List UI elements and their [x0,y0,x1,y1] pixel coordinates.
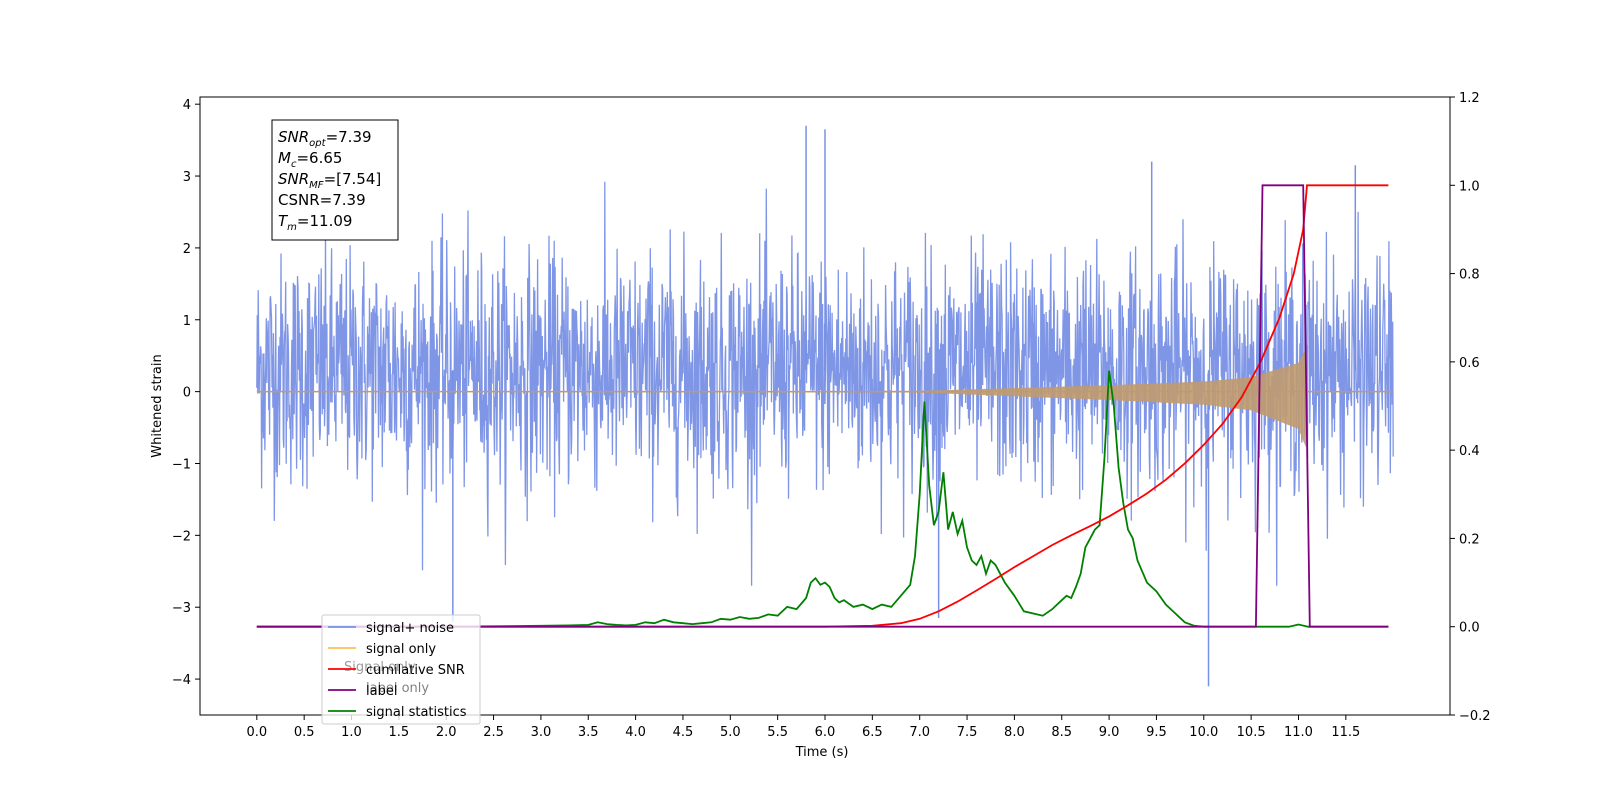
series-signal-noise [256,181,1394,586]
x-tick-label: 10.0 [1189,725,1218,740]
x-tick-label: 1.0 [341,725,362,740]
y-right-tick-label: 0.2 [1459,532,1480,547]
series-signal-statistics [256,370,1389,628]
legend-entry: cumilative SNR [366,663,465,678]
x-tick-label: 7.0 [909,725,930,740]
legend-ghost-text: Signal only [344,660,416,675]
y-left-tick-label: −2 [172,529,191,544]
x-tick-label: 6.5 [862,725,883,740]
annotation-line: SNRMF=[7.54] [278,170,381,191]
x-tick-label: 7.5 [957,725,978,740]
x-tick-label: 3.5 [578,725,599,740]
x-tick-label: 3.0 [531,725,552,740]
legend-entry: label [366,684,397,699]
annotation-line: Tm=11.09 [278,212,352,233]
legend-entry: signal only [366,642,436,657]
x-tick-label: 4.0 [625,725,646,740]
series-cumilative-snr [256,184,1389,628]
y-right-tick-label: −0.2 [1459,709,1491,724]
y-right-tick-label: 0.0 [1459,621,1480,636]
legend: label only Signal only signal+ noise signal… [321,614,481,725]
x-tick-label: 5.5 [767,725,788,740]
x-tick-label: 9.0 [1099,725,1120,740]
series-layer [256,125,1394,687]
x-tick-label: 5.0 [720,725,741,740]
y-left-tick-label: 4 [183,98,191,113]
x-tick-label: 6.0 [815,725,836,740]
y-right-tick-label: 1.0 [1459,179,1480,194]
legend-entry: signal+ noise [366,621,454,636]
y-axis-right: −0.2 0.0 0.2 0.4 0.6 0.8 1.0 1.2 [1450,91,1491,724]
y-left-tick-label: 3 [183,170,191,185]
x-axis: 0.0 0.5 1.0 1.5 2.0 2.5 3.0 3.5 4.0 4.5 5.0 5.5 6.0 6… [246,715,1360,740]
x-tick-label: 4.5 [673,725,694,740]
y-left-tick-label: 2 [183,242,191,257]
y-left-tick-label: −4 [172,673,191,688]
x-tick-label: 0.5 [294,725,315,740]
y-left-tick-label: −3 [172,601,191,616]
x-axis-label: Time (s) [795,745,849,760]
x-tick-label: 9.5 [1146,725,1167,740]
y-axis-label: Whitened strain [150,354,165,457]
series-label [256,184,1389,628]
y-right-tick-label: 0.6 [1459,356,1480,371]
x-tick-label: 11.0 [1284,725,1313,740]
y-right-tick-label: 0.8 [1459,268,1480,283]
series-signal-only [256,348,1307,448]
y-left-tick-label: −1 [172,457,191,472]
x-tick-label: 10.5 [1237,725,1266,740]
y-axis-left: −4 −3 −2 −1 0 1 2 3 4 [172,98,200,688]
legend-entry: signal statistics [366,705,467,720]
x-tick-label: 11.5 [1331,725,1360,740]
y-left-tick-label: 0 [183,386,191,401]
x-tick-label: 0.0 [246,725,267,740]
x-tick-label: 8.5 [1051,725,1072,740]
annotation-line: Mc=6.65 [278,149,342,170]
annotation-line: SNRopt=7.39 [278,128,372,149]
legend-ghost-text: label only [366,681,429,696]
annotation-line: CSNR=7.39 [278,191,366,209]
y-right-tick-label: 0.4 [1459,444,1480,459]
x-tick-label: 8.0 [1004,725,1025,740]
x-tick-label: 2.0 [436,725,457,740]
x-tick-label: 2.5 [483,725,504,740]
y-right-tick-label: 1.2 [1459,91,1480,106]
y-left-tick-label: 1 [183,314,191,329]
x-tick-label: 1.5 [389,725,410,740]
